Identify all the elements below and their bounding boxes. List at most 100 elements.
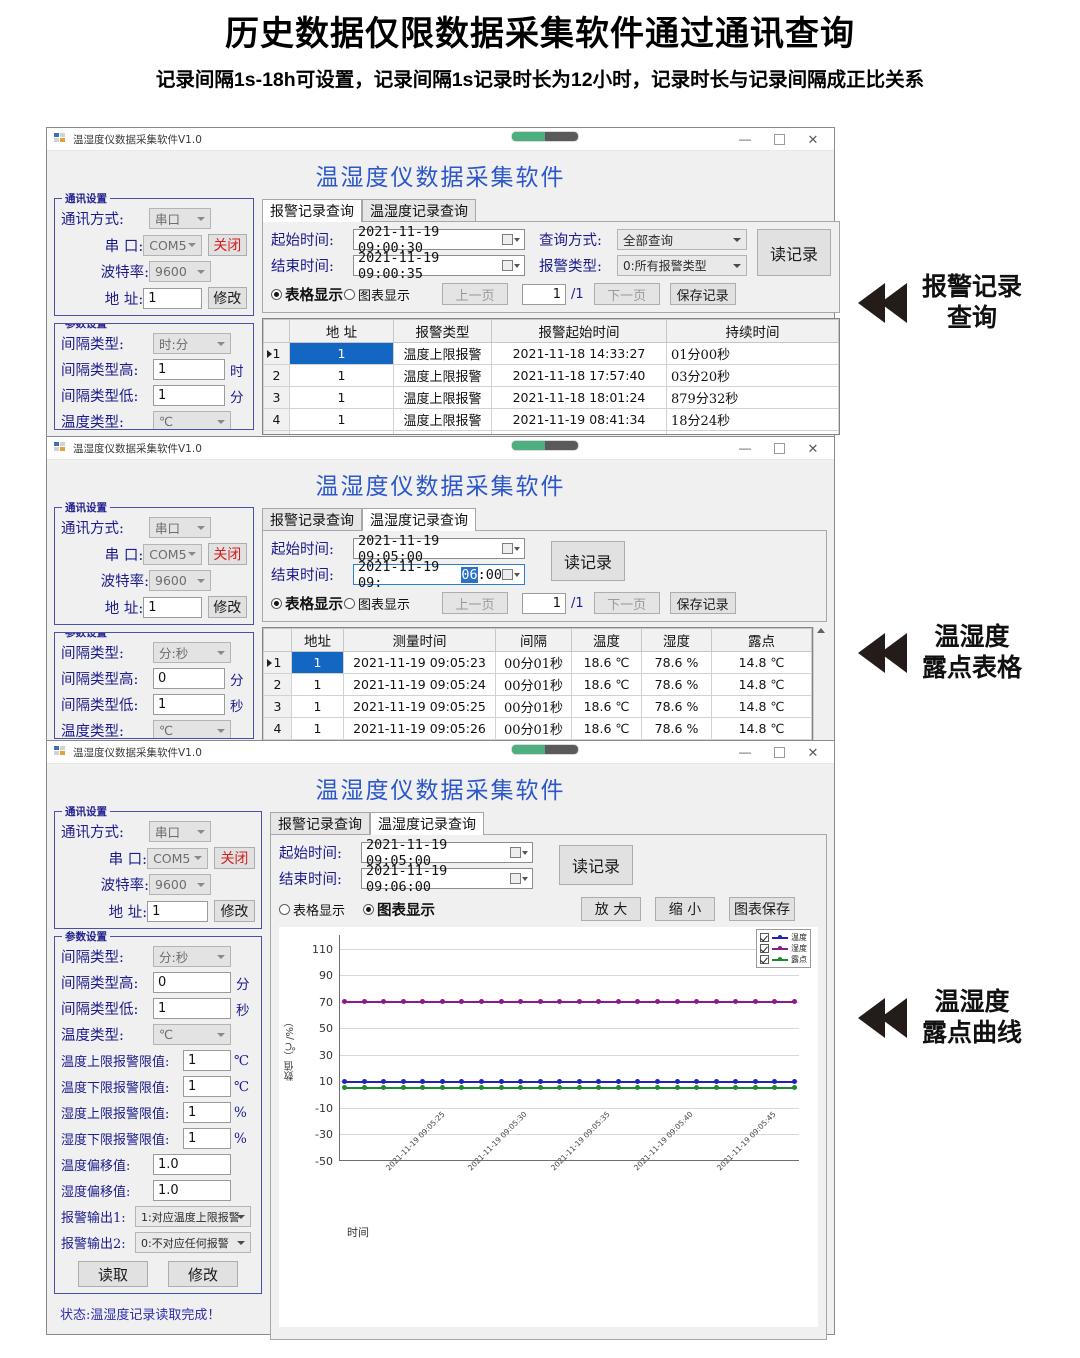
read-records-button[interactable]: 读记录 — [757, 229, 831, 276]
interval-low-input[interactable]: 1 — [153, 998, 231, 1019]
next-page-button[interactable]: 下一页 — [593, 283, 660, 305]
table-row[interactable]: 1 1 2021-11-19 09:05:23 00分01秒 18.6 ℃ 78… — [263, 651, 812, 674]
modify-address-button[interactable]: 修改 — [207, 287, 247, 309]
close-port-button[interactable]: 关闭 — [207, 234, 247, 256]
page-number-input[interactable]: 1 — [522, 283, 567, 305]
hum-lo-alarm-input[interactable]: 1 — [183, 1128, 231, 1149]
display-mode-table-radio[interactable]: 表格显示 — [271, 284, 343, 305]
interval-low-input[interactable]: 1 — [153, 694, 225, 715]
legend-checkbox[interactable] — [760, 933, 769, 942]
close-button[interactable]: ✕ — [807, 131, 819, 147]
port-select[interactable]: COM5 — [143, 234, 202, 256]
th-interval[interactable]: 间隔 — [495, 628, 572, 652]
save-records-button[interactable]: 保存记录 — [669, 283, 736, 305]
page-scrollbar-thumb[interactable] — [511, 440, 579, 451]
temp-type-select[interactable]: ℃ — [153, 720, 231, 738]
zoom-out-button[interactable]: 缩 小 — [655, 897, 716, 921]
save-records-button[interactable]: 保存记录 — [669, 592, 736, 614]
temp-lo-alarm-input[interactable]: 1 — [183, 1076, 231, 1097]
port-select[interactable]: COM5 — [143, 543, 202, 565]
close-button[interactable]: ✕ — [807, 440, 819, 456]
maximize-button[interactable] — [762, 128, 796, 150]
chart-legend[interactable]: 温度 湿度 露点 — [756, 929, 811, 968]
alarm-records-table[interactable]: 地 址 报警类型 报警起始时间 持续时间 1 1 温度上限报警 2021-11-… — [262, 318, 840, 435]
temp-offset-input[interactable]: 1.0 — [153, 1154, 231, 1175]
query-mode-select[interactable]: 全部查询 — [617, 229, 747, 250]
datetime-spinner[interactable] — [502, 569, 522, 580]
interval-type-select[interactable]: 时:分 — [153, 333, 231, 354]
close-port-button[interactable]: 关闭 — [207, 543, 247, 565]
table-vertical-scrollbar[interactable] — [813, 627, 827, 747]
display-mode-table-radio[interactable]: 表格显示 — [271, 593, 343, 614]
display-mode-chart-radio[interactable]: 图表显示 — [363, 899, 435, 920]
temp-type-select[interactable]: ℃ — [153, 411, 231, 429]
tab-th-query[interactable]: 温湿度记录查询 — [362, 199, 476, 221]
read-records-button[interactable]: 读记录 — [551, 541, 625, 581]
legend-item-temperature[interactable]: 温度 — [760, 932, 807, 943]
legend-checkbox[interactable] — [760, 955, 769, 964]
page-number-input[interactable]: 1 — [522, 592, 567, 614]
maximize-button[interactable] — [762, 741, 796, 763]
comm-mode-select[interactable]: 串口 — [149, 208, 211, 229]
alarm-out2-select[interactable]: 0:不对应任何报警 — [135, 1232, 251, 1253]
table-row[interactable]: 1 1 温度上限报警 2021-11-18 14:33:27 01分00秒 — [263, 342, 839, 365]
close-port-button[interactable]: 关闭 — [213, 847, 255, 869]
interval-low-input[interactable]: 1 — [153, 385, 225, 406]
modify-address-button[interactable]: 修改 — [213, 900, 255, 922]
start-time-input[interactable]: 2021-11-19 09:05:00 — [353, 533, 525, 565]
interval-high-input[interactable]: 1 — [153, 359, 225, 380]
datetime-spinner[interactable] — [502, 234, 522, 245]
next-page-button[interactable]: 下一页 — [593, 592, 660, 614]
display-mode-chart-radio[interactable]: 图表显示 — [344, 285, 410, 304]
table-row[interactable]: 5 1 温度上限报警 2021-11-19 09:00:33 01分42秒 — [263, 430, 839, 434]
interval-high-input[interactable]: 0 — [153, 972, 231, 993]
alarm-out1-select[interactable]: 1:对应温度上限报警 — [135, 1206, 251, 1227]
scroll-up-arrow-icon[interactable] — [817, 628, 825, 633]
end-time-input[interactable]: 2021-11-19 09:00:35 — [353, 250, 525, 282]
tab-alarm-query[interactable]: 报警记录查询 — [270, 812, 370, 834]
zoom-in-button[interactable]: 放 大 — [581, 897, 642, 921]
read-records-button[interactable]: 读记录 — [559, 845, 633, 885]
datetime-spinner[interactable] — [502, 260, 522, 271]
legend-item-dewpoint[interactable]: 露点 — [760, 954, 807, 965]
minimize-button[interactable]: — — [739, 132, 751, 146]
end-time-input[interactable]: 2021-11-19 09:06:00 — [361, 863, 533, 895]
tab-th-query[interactable]: 温湿度记录查询 — [370, 812, 484, 835]
save-chart-button[interactable]: 图表保存 — [729, 897, 796, 921]
temp-type-select[interactable]: ℃ — [153, 1024, 231, 1045]
baud-select[interactable]: 9600 — [149, 874, 211, 895]
interval-type-select[interactable]: 分:秒 — [153, 946, 231, 967]
legend-item-humidity[interactable]: 湿度 — [760, 943, 807, 954]
th-address[interactable]: 地 址 — [289, 319, 394, 343]
th-records-table[interactable]: 地址 测量时间 间隔 温度 湿度 露点 1 1 — [262, 627, 813, 749]
minimize-button[interactable]: — — [739, 441, 751, 455]
start-time-input[interactable]: 2021-11-19 09:05:00 — [361, 837, 533, 869]
address-input[interactable]: 1 — [143, 287, 202, 309]
th-measure-time[interactable]: 测量时间 — [343, 628, 496, 652]
maximize-button[interactable] — [762, 437, 796, 459]
minimize-button[interactable]: — — [739, 745, 751, 759]
display-mode-chart-radio[interactable]: 图表显示 — [344, 594, 410, 613]
interval-high-input[interactable]: 0 — [153, 668, 225, 689]
prev-page-button[interactable]: 上一页 — [442, 592, 509, 614]
address-input[interactable]: 1 — [147, 900, 208, 922]
start-time-input[interactable]: 2021-11-19 09:00:30 — [353, 224, 525, 256]
comm-mode-select[interactable]: 串口 — [149, 821, 211, 842]
tab-alarm-query[interactable]: 报警记录查询 — [262, 199, 362, 222]
tab-alarm-query[interactable]: 报警记录查询 — [262, 508, 362, 530]
th-address[interactable]: 地址 — [291, 628, 344, 652]
th-alarm-start[interactable]: 报警起始时间 — [491, 319, 667, 343]
baud-select[interactable]: 9600 — [149, 570, 211, 591]
modify-params-button[interactable]: 修改 — [168, 1261, 238, 1287]
th-dewpoint-chart[interactable]: 数值（℃/%） 110 90 70 50 30 10 -10 -30 -50 — [279, 927, 818, 1327]
th-alarm-type[interactable]: 报警类型 — [393, 319, 492, 343]
tab-th-query[interactable]: 温湿度记录查询 — [362, 508, 476, 531]
legend-checkbox[interactable] — [760, 944, 769, 953]
comm-mode-select[interactable]: 串口 — [149, 517, 211, 538]
table-row[interactable]: 3 1 温度上限报警 2021-11-18 18:01:24 879分32秒 — [263, 386, 839, 409]
interval-type-select[interactable]: 分:秒 — [153, 642, 231, 663]
th-temperature[interactable]: 温度 — [571, 628, 642, 652]
page-scrollbar-thumb[interactable] — [511, 131, 579, 142]
close-button[interactable]: ✕ — [807, 744, 819, 760]
page-scrollbar-thumb[interactable] — [511, 744, 579, 755]
